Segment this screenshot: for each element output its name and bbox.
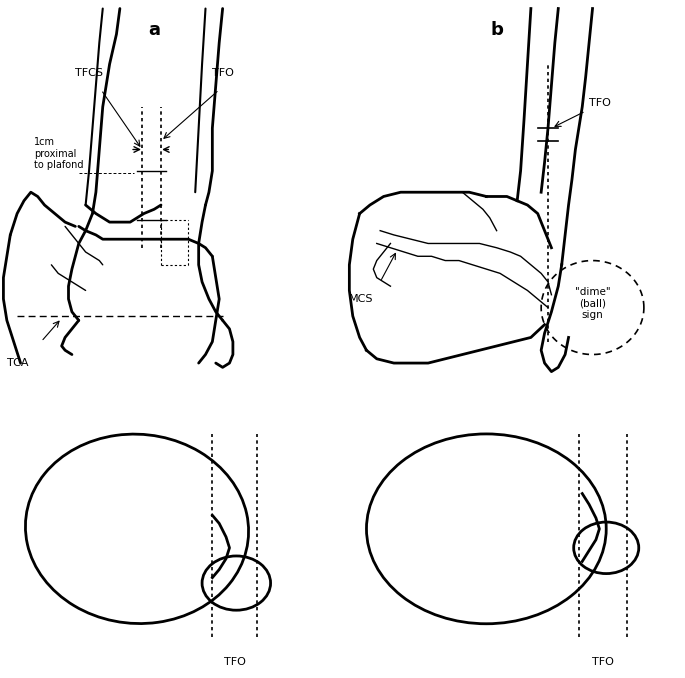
Text: TFO: TFO	[592, 657, 614, 666]
Text: TFO: TFO	[589, 98, 611, 108]
Text: TFO: TFO	[224, 657, 245, 666]
Text: TFO: TFO	[212, 68, 234, 77]
Text: TCA: TCA	[7, 358, 28, 368]
Text: b: b	[490, 21, 503, 39]
Text: a: a	[148, 21, 160, 39]
Text: TFCS: TFCS	[75, 68, 103, 77]
Text: MCS: MCS	[349, 294, 374, 304]
Text: 1cm
proximal
to plafond: 1cm proximal to plafond	[34, 137, 84, 170]
Text: "dime"
(ball)
sign: "dime" (ball) sign	[575, 287, 610, 320]
